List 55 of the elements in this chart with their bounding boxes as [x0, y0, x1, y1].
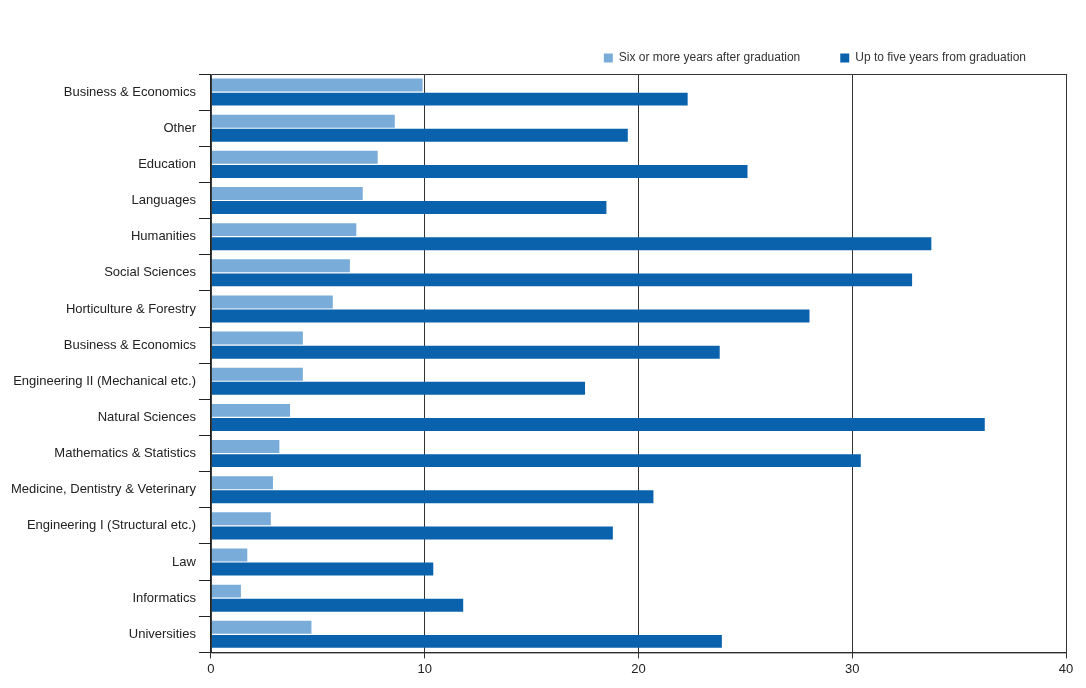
y-tick-label: Languages: [131, 192, 197, 208]
y-tick-label: Universities: [128, 625, 197, 641]
y-tick-label: Social Sciences: [104, 264, 197, 280]
bar: [211, 584, 241, 598]
bar: [211, 367, 303, 381]
bar: [211, 454, 861, 468]
bar: [211, 417, 985, 431]
bar: [211, 92, 688, 106]
bar: [211, 526, 613, 540]
bar: [211, 259, 350, 273]
y-tick-label: Engineering I (Structural etc.): [26, 517, 196, 533]
legend-label: Six or more years after graduation: [618, 50, 801, 65]
y-tick-label: Mathematics & Statistics: [54, 445, 197, 461]
bar: [211, 331, 303, 345]
bar: [211, 237, 932, 251]
bar: [211, 295, 333, 309]
bar: [211, 223, 357, 237]
y-tick-label: Other: [163, 119, 197, 135]
y-tick-label: Natural Sciences: [97, 409, 197, 424]
bar: [211, 128, 628, 142]
bar: [211, 114, 395, 128]
bar: [211, 381, 586, 395]
x-tick-label: 20: [631, 660, 646, 676]
x-tick-label: 10: [417, 660, 432, 676]
bar: [211, 440, 280, 454]
y-tick-label: Education: [138, 155, 196, 171]
bar: [211, 548, 248, 562]
y-tick-label: Business & Economics: [63, 336, 197, 352]
x-tick-label: 40: [1058, 660, 1074, 676]
bar: [211, 476, 273, 490]
bar: [211, 403, 291, 417]
y-tick-label: Medicine, Dentistry & Veterinary: [11, 481, 197, 497]
y-tick-label: Business & Economics: [63, 83, 197, 99]
y-tick-label: Law: [172, 553, 197, 569]
bar: [211, 186, 363, 200]
bar: [211, 345, 720, 359]
y-tick-label: Humanities: [130, 228, 197, 244]
bar: [211, 598, 464, 612]
y-tick-label: Informatics: [132, 589, 197, 605]
legend-label: Up to five years from graduation: [855, 50, 1026, 65]
y-tick-label: Horticulture & Forestry: [65, 300, 197, 316]
bar: [211, 150, 378, 164]
bar: [211, 512, 271, 526]
bar: [211, 309, 810, 323]
x-tick-label: 30: [845, 660, 860, 676]
bar: [211, 201, 607, 215]
bar: [211, 620, 312, 634]
bar: [211, 164, 748, 178]
x-tick-label: 0: [207, 660, 215, 676]
bar: [211, 78, 423, 92]
bar: [211, 490, 654, 504]
bar: [211, 562, 434, 576]
y-tick-label: Engineering II (Mechanical etc.): [13, 372, 196, 388]
bar: [211, 273, 913, 287]
bar: [211, 634, 722, 648]
